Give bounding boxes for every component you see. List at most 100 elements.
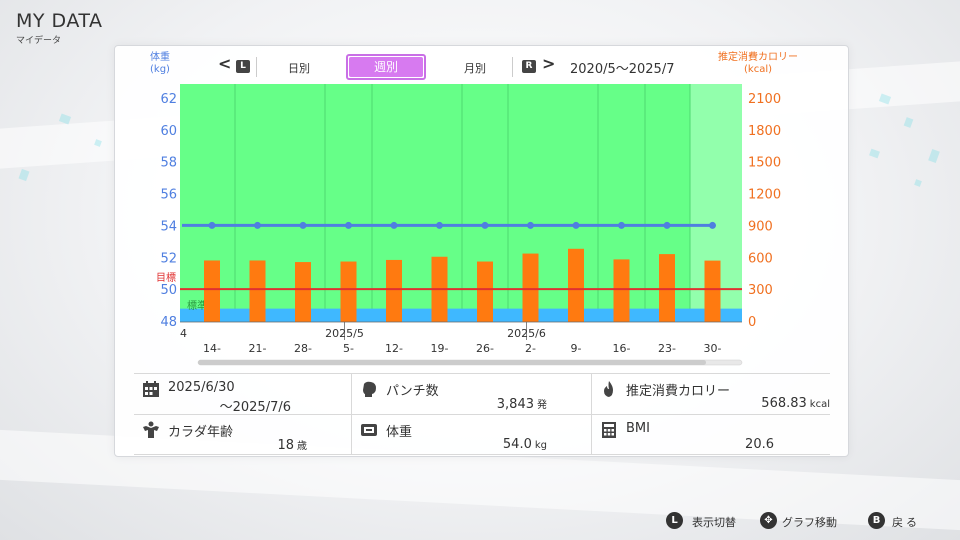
standard-band bbox=[180, 308, 742, 322]
calorie-bar bbox=[386, 259, 402, 322]
scale-icon bbox=[361, 424, 377, 436]
left-tick-label: 50 bbox=[160, 283, 177, 298]
right-tick-label: 0 bbox=[748, 315, 756, 330]
body-age-number: 18 bbox=[277, 438, 294, 453]
standard-label: 標準 bbox=[187, 299, 207, 312]
period-end: 〜2025/7/6 bbox=[219, 400, 291, 415]
tab-monthly[interactable]: 月別 bbox=[464, 62, 486, 75]
calorie-bar bbox=[659, 254, 675, 322]
stat-period: 2025/6/30 〜2025/7/6 bbox=[134, 373, 352, 415]
week-tick-label: 5- bbox=[343, 342, 354, 355]
calorie-bar bbox=[340, 261, 357, 322]
right-axis-unit: 推定消費カロリー (kcal) bbox=[718, 52, 798, 75]
stat-bmi: BMI 20.6 bbox=[592, 414, 830, 455]
calorie-value: 568.83 kcal bbox=[761, 396, 830, 411]
body-age-label: カラダ年齢 bbox=[168, 425, 234, 440]
weight-point bbox=[254, 221, 261, 229]
toggle-display-label[interactable]: 表示切替 bbox=[692, 516, 736, 529]
tab-weekly[interactable]: 週別 bbox=[349, 57, 423, 77]
tab-divider bbox=[256, 57, 257, 77]
calorie-bar bbox=[568, 248, 584, 322]
calorie-bar bbox=[477, 261, 493, 322]
period-nav: < L 日別 週別 月別 R > bbox=[216, 54, 686, 80]
next-arrow-icon[interactable]: > bbox=[542, 54, 556, 73]
weight-point bbox=[208, 221, 216, 229]
calorie-label: 推定消費カロリー bbox=[626, 384, 731, 399]
week-tick-label: 23- bbox=[658, 342, 676, 355]
left-tick-label: 54 bbox=[160, 219, 177, 234]
calorie-unit: kcal bbox=[809, 399, 830, 410]
right-tick-label: 2100 bbox=[748, 92, 781, 107]
stats-grid: 2025/6/30 〜2025/7/6 パンチ数 3,843 発 推定消費カロリー… bbox=[134, 373, 830, 455]
weight-value: 54.0 kg bbox=[503, 437, 547, 452]
l-stick-icon[interactable]: L bbox=[666, 512, 683, 529]
l-key-icon[interactable]: L bbox=[236, 60, 250, 73]
left-tick-label: 52 bbox=[160, 251, 177, 266]
weight-series bbox=[182, 221, 716, 229]
left-tick-label: 60 bbox=[160, 124, 177, 139]
weight-point bbox=[527, 221, 534, 229]
calorie-bar bbox=[522, 253, 539, 322]
back-label[interactable]: 戻る bbox=[892, 516, 920, 529]
move-graph-label[interactable]: グラフ移動 bbox=[782, 516, 837, 529]
left-tick-label: 56 bbox=[160, 188, 177, 203]
date-range-label: 2020/5〜2025/7 bbox=[570, 62, 675, 77]
calendar-icon bbox=[143, 381, 159, 397]
stat-body-age: カラダ年齢 18 歳 bbox=[134, 414, 352, 455]
punch-number: 3,843 bbox=[496, 397, 534, 412]
calorie-number: 568.83 bbox=[761, 396, 807, 411]
chart-scrollbar-thumb[interactable] bbox=[198, 360, 706, 365]
weight-point bbox=[618, 221, 625, 229]
tab-weekly-frame[interactable]: 週別 bbox=[346, 54, 426, 80]
body-icon bbox=[143, 421, 159, 438]
week-tick-label: 2- bbox=[525, 342, 536, 355]
weight-point bbox=[663, 221, 671, 229]
b-button-icon[interactable]: B bbox=[868, 512, 885, 529]
week-tick-label: 28- bbox=[294, 342, 312, 355]
weight-point bbox=[436, 221, 443, 229]
prev-arrow-icon[interactable]: < bbox=[218, 54, 232, 73]
calorie-bar bbox=[295, 262, 311, 322]
week-tick-label: 19- bbox=[431, 342, 449, 355]
dpad-icon[interactable]: ✥ bbox=[760, 512, 777, 529]
tab-divider bbox=[512, 57, 513, 77]
calorie-bar bbox=[249, 260, 266, 322]
plot-background bbox=[180, 84, 742, 322]
left-axis: 62 60 58 56 54 52 50 48 bbox=[160, 92, 177, 330]
button-guide: L 表示切替 ✥ グラフ移動 B 戻る bbox=[666, 512, 936, 532]
week-tick-label: 9- bbox=[571, 342, 582, 355]
right-tick-label: 900 bbox=[748, 219, 773, 234]
month-label: 2025/6 bbox=[507, 327, 546, 340]
punch-value: 3,843 発 bbox=[497, 396, 547, 412]
week-tick-label: 14- bbox=[203, 342, 221, 355]
weekly-chart[interactable]: 62 60 58 56 54 52 50 48 2100 1800 1500 1200 900 600 3… bbox=[0, 0, 960, 370]
x-edge-label: 4 bbox=[180, 327, 187, 340]
r-key-icon[interactable]: R bbox=[522, 60, 536, 73]
right-tick-label: 1500 bbox=[748, 156, 781, 171]
weight-unit: kg bbox=[534, 440, 547, 451]
vertical-grid bbox=[234, 84, 691, 322]
bmi-label: BMI bbox=[626, 421, 650, 436]
week-tick-label: 16- bbox=[613, 342, 631, 355]
calorie-bar bbox=[613, 259, 630, 322]
left-axis-unit: 体重 (kg) bbox=[150, 52, 170, 75]
boxing-glove-icon bbox=[363, 381, 376, 397]
body-age-unit: 歳 bbox=[297, 441, 307, 452]
punch-label: パンチ数 bbox=[386, 384, 439, 399]
tab-daily[interactable]: 日別 bbox=[288, 62, 310, 75]
left-tick-label: 48 bbox=[160, 315, 177, 330]
right-axis: 2100 1800 1500 1200 900 600 300 0 bbox=[748, 92, 781, 330]
weight-label: 体重 bbox=[386, 425, 413, 440]
weight-point bbox=[390, 221, 398, 229]
week-tick-label: 30- bbox=[704, 342, 722, 355]
stat-weight: 体重 54.0 kg bbox=[352, 414, 592, 455]
page-subtitle: マイデータ bbox=[16, 36, 62, 46]
calorie-bar bbox=[204, 260, 220, 322]
right-tick-label: 1200 bbox=[748, 188, 781, 203]
period-start: 2025/6/30 bbox=[168, 380, 235, 395]
right-tick-label: 600 bbox=[748, 251, 773, 266]
body-age-value: 18 歳 bbox=[277, 437, 307, 453]
month-label: 2025/5 bbox=[325, 327, 364, 340]
stat-punch: パンチ数 3,843 発 bbox=[352, 373, 592, 414]
weight-point bbox=[481, 221, 489, 229]
